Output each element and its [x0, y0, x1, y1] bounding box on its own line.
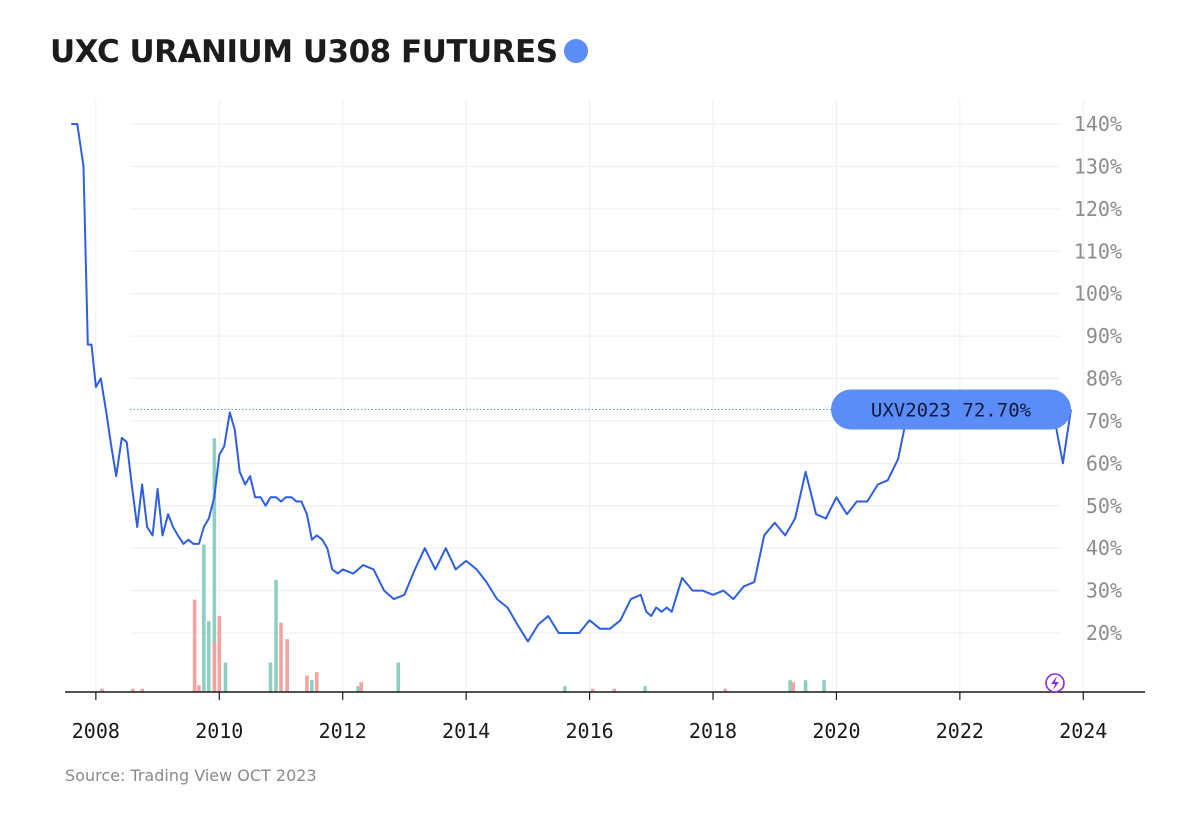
volume-bar-up: [212, 438, 217, 692]
lightning-icon[interactable]: [1045, 673, 1065, 693]
y-tick-label: 60%: [1086, 451, 1122, 475]
volume-bar-up: [563, 686, 567, 692]
volume-bar-up: [803, 680, 808, 692]
volume-bar-down: [100, 688, 104, 692]
x-axis-ticks: 2008 2010 2012 2014 2016 2018 2020 2022 2024: [72, 692, 1107, 743]
x-tick-label: 2022: [936, 719, 984, 743]
y-tick-label: 70%: [1086, 409, 1122, 433]
chart-title-text: UXC URANIUM U308 FUTURES: [50, 34, 558, 70]
volume-bar-down: [359, 682, 364, 692]
volume-bar-down: [314, 672, 319, 692]
volume-bar-down: [131, 688, 135, 692]
y-tick-label: 80%: [1086, 367, 1122, 391]
x-tick-label: 2008: [72, 719, 120, 743]
volume-bar-down: [612, 688, 617, 692]
volume-bar-down: [192, 599, 197, 692]
y-axis-ticks: 20% 30% 40% 50% 60% 70% 80% 90% 100% 110% 120% 130%…: [1074, 112, 1122, 645]
y-tick-label: 40%: [1086, 536, 1122, 560]
volume-bar-down: [140, 688, 144, 692]
y-tick-label: 140%: [1074, 112, 1122, 136]
volume-bar-up: [268, 662, 273, 692]
chart-title: UXC URANIUM U308 FUTURES: [50, 34, 588, 70]
source-note: Source: Trading View OCT 2023: [65, 766, 317, 785]
volume-bars: [100, 438, 826, 692]
price-line: [71, 123, 1072, 643]
y-tick-label: 110%: [1074, 239, 1122, 263]
volume-bar-up: [223, 662, 228, 692]
volume-bar-up: [274, 579, 278, 692]
volume-bar-up: [822, 680, 826, 692]
y-tick-label: 120%: [1074, 197, 1122, 221]
y-tick-label: 30%: [1086, 579, 1122, 603]
volume-bar-up: [206, 621, 211, 692]
x-tick-label: 2024: [1059, 719, 1107, 743]
y-tick-label: 50%: [1086, 494, 1122, 518]
price-callout-label: UXV2023 72.70%: [871, 399, 1032, 421]
volume-bar-down: [723, 688, 728, 692]
volume-bar-up: [356, 686, 360, 692]
x-tick-label: 2016: [565, 719, 613, 743]
x-tick-label: 2018: [689, 719, 737, 743]
price-callout-background: [831, 389, 1071, 430]
x-tick-label: 2020: [812, 719, 860, 743]
volume-bar-up: [788, 680, 792, 692]
volume-bar-down: [791, 682, 796, 692]
y-tick-label: 20%: [1086, 621, 1122, 645]
y-tick-label: 90%: [1086, 324, 1122, 348]
volume-bar-up: [396, 662, 401, 692]
x-tick-label: 2012: [319, 719, 367, 743]
volume-bar-up: [310, 680, 314, 692]
y-tick-label: 130%: [1074, 154, 1122, 178]
price-callout: UXV2023 72.70%: [831, 389, 1071, 430]
volume-bar-down: [217, 616, 222, 692]
gridlines: [95, 100, 1084, 692]
x-tick-label: 2010: [195, 719, 243, 743]
title-dot-icon: [563, 38, 588, 63]
volume-bar-up: [643, 686, 647, 692]
volume-bar-down: [590, 688, 595, 692]
volume-bar-down: [197, 685, 201, 692]
y-tick-label: 100%: [1074, 282, 1122, 306]
volume-bar-down: [305, 675, 309, 692]
volume-bar-down: [279, 622, 283, 692]
x-tick-label: 2014: [442, 719, 490, 743]
volume-bar-down: [212, 642, 217, 692]
volume-bar-down: [285, 639, 289, 692]
volume-bar-up: [202, 544, 206, 692]
